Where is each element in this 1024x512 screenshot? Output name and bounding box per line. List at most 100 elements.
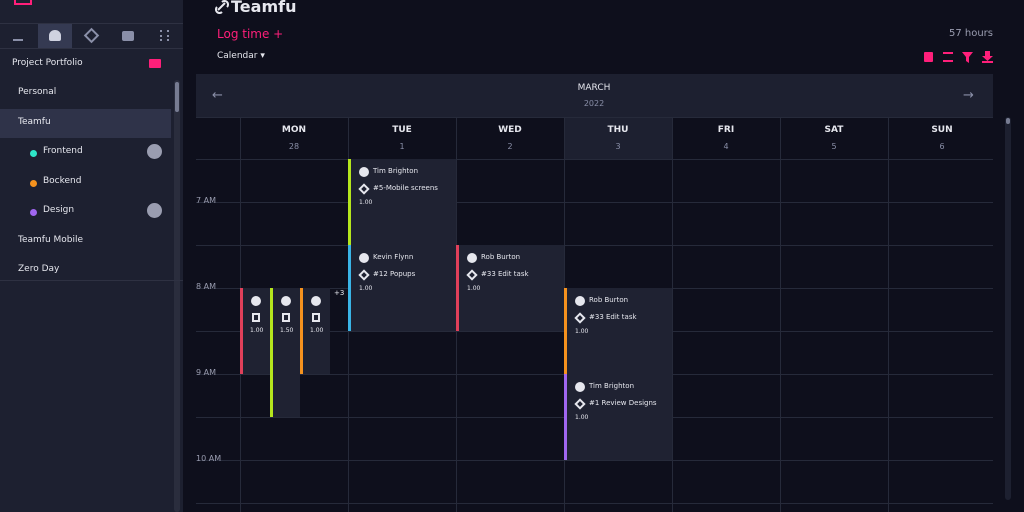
status-dot (30, 179, 37, 187)
task-name: #33 Edit task (481, 270, 529, 278)
person-name: Kevin Flynn (373, 253, 414, 261)
view-dropdown[interactable]: Calendar ▾ (217, 51, 265, 61)
calendar-icon[interactable] (924, 52, 933, 62)
status-dot (30, 150, 37, 157)
person-icon (359, 253, 369, 263)
event-card[interactable]: 1.50 (270, 288, 300, 417)
day-date: 2 (507, 142, 513, 151)
person-icon (575, 382, 585, 392)
grid-line (196, 202, 993, 203)
more-events[interactable]: +3 (334, 289, 345, 297)
scrollbar[interactable] (174, 80, 180, 512)
duration: 1.00 (359, 285, 373, 292)
task-icon (252, 313, 260, 322)
today-column (564, 117, 672, 159)
download-icon[interactable] (982, 51, 993, 63)
month-bar (196, 74, 993, 117)
project-title: Teamfu (231, 0, 297, 16)
task-icon (466, 269, 478, 281)
person-name: Tim Brighton (373, 167, 419, 175)
folder-icon[interactable] (149, 59, 161, 68)
task-icon (282, 313, 290, 322)
day-date: 3 (615, 142, 621, 151)
day-name: WED (498, 125, 522, 135)
grid-line (672, 117, 673, 512)
person-icon (467, 253, 477, 263)
duration: 1.00 (467, 285, 481, 292)
person-icon (251, 296, 261, 306)
hour-label: 8 AM (196, 282, 217, 291)
grid-line (196, 159, 993, 160)
tab-people[interactable] (49, 30, 61, 41)
subproject-item[interactable]: Frontend (43, 146, 83, 156)
task-icon (358, 183, 370, 195)
sidebar: Project Portfolio Personal Teamfu Frontend B… (0, 0, 183, 512)
task-icon (574, 398, 586, 410)
grid-line (196, 460, 993, 461)
status-dot (30, 209, 37, 216)
task-icon (574, 312, 586, 324)
hour-label: 7 AM (196, 196, 217, 205)
day-name: TUE (392, 125, 412, 135)
tab-stats[interactable] (13, 31, 23, 41)
duration: 1.00 (359, 199, 373, 206)
project-item[interactable]: Teamfu Mobile (18, 234, 84, 245)
grid-line (196, 245, 993, 246)
avatar (147, 203, 162, 218)
project-item[interactable]: Personal (18, 87, 57, 97)
project-item[interactable]: Teamfu (18, 116, 51, 127)
link-icon (215, 0, 229, 14)
event-card[interactable]: 1.00 (300, 288, 330, 374)
divider (0, 279, 183, 281)
day-name: SUN (931, 125, 953, 135)
tab-more[interactable] (160, 30, 169, 41)
year: 2022 (583, 99, 605, 108)
task-name: #1 Review Designs (589, 399, 657, 407)
hour-label: 10 AM (196, 454, 222, 463)
avatar (147, 144, 162, 159)
duration: 1.00 (250, 327, 264, 334)
day-date: 5 (831, 142, 837, 151)
total-hours: 57 hours (948, 28, 993, 39)
project-item[interactable]: Zero Day (18, 264, 60, 274)
list-icon[interactable] (943, 52, 953, 62)
event-card[interactable]: Tim Brighton #5-Mobile screens 1.00 (348, 159, 456, 245)
logo (14, 0, 32, 5)
day-name: SAT (824, 125, 844, 135)
grid-line (196, 117, 993, 118)
task-icon (358, 269, 370, 281)
day-date: 28 (288, 142, 300, 151)
view-label: Calendar (217, 51, 258, 61)
day-date: 4 (723, 142, 729, 151)
event-card[interactable]: 1.00 (240, 288, 270, 374)
next-arrow[interactable]: → (963, 88, 974, 103)
subproject-item[interactable]: Bockend (43, 175, 82, 186)
day-name: THU (607, 125, 629, 135)
day-date: 6 (939, 142, 945, 151)
person-name: Rob Burton (481, 253, 521, 261)
day-date: 1 (399, 142, 405, 151)
calendar-scrollbar[interactable] (1005, 117, 1011, 500)
task-name: #12 Popups (373, 270, 416, 278)
tab-camera[interactable] (122, 31, 134, 41)
task-name: #5-Mobile screens (373, 184, 438, 192)
grid-line (888, 117, 889, 512)
event-card[interactable]: Rob Burton #33 Edit task 1.00 (456, 245, 564, 331)
prev-arrow[interactable]: ← (212, 88, 223, 103)
event-card[interactable]: Kevin Flynn #12 Popups 1.00 (348, 245, 456, 331)
task-icon (312, 313, 320, 322)
event-card[interactable]: Rob Burton #33 Edit task 1.00 (564, 288, 672, 374)
hour-label: 9 AM (196, 368, 217, 377)
subproject-item[interactable]: Design (43, 205, 75, 215)
person-icon (281, 296, 291, 306)
event-card[interactable]: Tim Brighton #1 Review Designs 1.00 (564, 374, 672, 460)
person-icon (311, 296, 321, 306)
log-time-button[interactable]: Log time + (217, 27, 284, 41)
person-name: Tim Brighton (589, 382, 635, 390)
grid-line (196, 503, 993, 504)
filter-icon[interactable] (962, 52, 973, 63)
duration: 1.50 (280, 327, 294, 334)
person-name: Rob Burton (589, 296, 629, 304)
